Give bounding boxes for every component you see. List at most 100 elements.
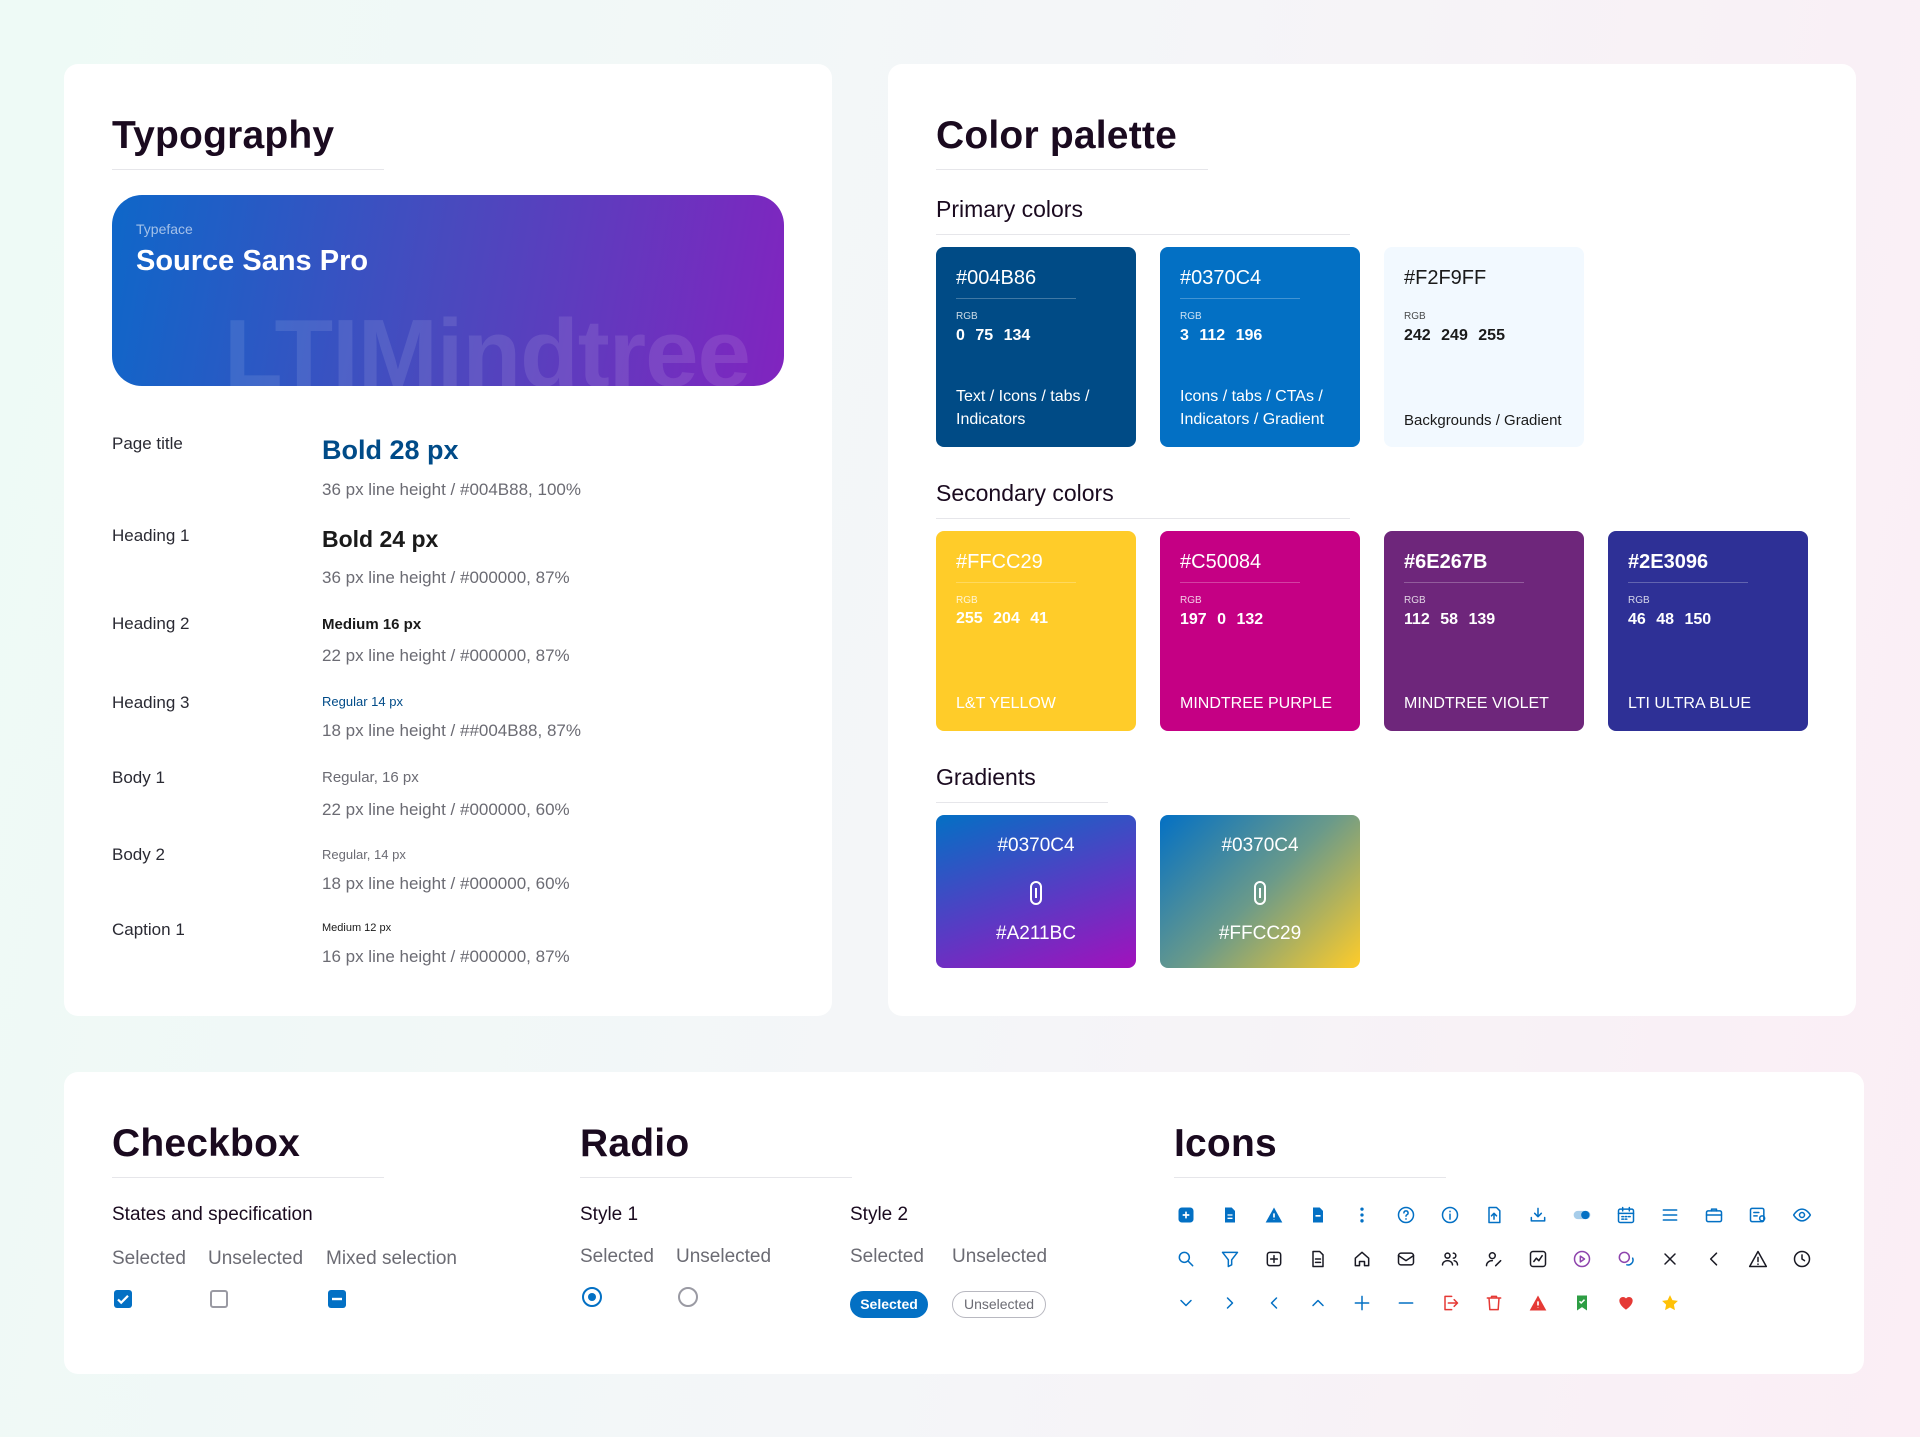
swatch-divider <box>1180 582 1300 583</box>
rgb-values: 242 249 255 <box>1404 327 1505 344</box>
help-circle-icon[interactable] <box>1394 1203 1418 1227</box>
chat-icon[interactable] <box>1614 1247 1638 1271</box>
plus-icon[interactable] <box>1350 1291 1374 1315</box>
home-icon[interactable] <box>1350 1247 1374 1271</box>
user-card-icon[interactable] <box>1746 1203 1770 1227</box>
chevron-left-small-icon[interactable] <box>1262 1291 1286 1315</box>
minus-icon[interactable] <box>1394 1291 1418 1315</box>
controls-card: Checkbox States and specification Select… <box>64 1072 1864 1374</box>
radio-selected[interactable] <box>582 1287 602 1307</box>
chip-unselected[interactable]: Unselected <box>952 1291 1046 1318</box>
gradient-swatch-2: #0370C4 #FFCC29 <box>1160 815 1360 968</box>
chevron-down-icon[interactable] <box>1174 1291 1198 1315</box>
chevron-right-icon[interactable] <box>1218 1291 1242 1315</box>
rgb-label: RGB <box>1180 595 1202 606</box>
swatch-secondary-3: #6E267B RGB 112 58 139 MINDTREE VIOLET <box>1384 531 1584 731</box>
hex-code: #004B86 <box>956 267 1037 289</box>
chevron-up-icon[interactable] <box>1306 1291 1330 1315</box>
subtitle-divider <box>936 802 1108 803</box>
radio-unselected[interactable] <box>678 1287 698 1307</box>
swatch-secondary-1: #FFCC29 RGB 255 204 41 L&T YELLOW <box>936 531 1136 731</box>
link-icon <box>1160 881 1360 911</box>
chevron-left-icon[interactable] <box>1702 1247 1726 1271</box>
checkbox-subtitle: States and specification <box>112 1204 313 1225</box>
more-vertical-icon[interactable] <box>1350 1203 1374 1227</box>
gradient-to: #A211BC <box>996 923 1076 944</box>
typeface-banner: Typeface Source Sans Pro LTIMindtree <box>112 195 784 386</box>
warning-filled-icon[interactable] <box>1262 1203 1286 1227</box>
swatch-primary-2: #0370C4 RGB 3 112 196 Icons / tabs / CTA… <box>1160 247 1360 447</box>
secondary-colors-title: Secondary colors <box>936 480 1114 506</box>
checkbox-mixed[interactable] <box>328 1290 346 1308</box>
document-icon[interactable] <box>1218 1203 1242 1227</box>
star-icon[interactable] <box>1658 1291 1682 1315</box>
toggle-icon[interactable] <box>1570 1203 1594 1227</box>
title-divider <box>112 1177 384 1178</box>
hex-code: #C50084 <box>1180 551 1262 573</box>
warning-icon[interactable] <box>1746 1247 1770 1271</box>
spec-sample: Bold 24 px <box>322 526 439 552</box>
bookmark-icon[interactable] <box>1570 1291 1594 1315</box>
user-edit-icon[interactable] <box>1482 1247 1506 1271</box>
download-icon[interactable] <box>1526 1203 1550 1227</box>
play-circle-icon[interactable] <box>1570 1247 1594 1271</box>
swatch-name: MINDTREE VIOLET <box>1404 695 1549 712</box>
state-label: Unselected <box>208 1248 304 1269</box>
close-icon[interactable] <box>1658 1247 1682 1271</box>
info-circle-icon[interactable] <box>1438 1203 1462 1227</box>
title-divider <box>936 169 1208 170</box>
briefcase-icon[interactable] <box>1702 1203 1726 1227</box>
gradients-title: Gradients <box>936 764 1036 790</box>
menu-icon[interactable] <box>1658 1203 1682 1227</box>
document-minus-icon[interactable] <box>1306 1203 1330 1227</box>
spec-detail: 18 px line height / #000000, 60% <box>322 874 570 893</box>
typeface-label: Typeface <box>136 221 193 237</box>
color-palette-card: Color palette Primary colors #004B86 RGB… <box>888 64 1856 1016</box>
swatch-primary-3: #F2F9FF RGB 242 249 255 Backgrounds / Gr… <box>1384 247 1584 447</box>
file-icon[interactable] <box>1306 1247 1330 1271</box>
chart-icon[interactable] <box>1526 1247 1550 1271</box>
hex-code: #2E3096 <box>1628 551 1709 573</box>
alert-icon[interactable] <box>1526 1291 1550 1315</box>
chip-selected[interactable]: Selected <box>850 1291 928 1318</box>
swatch-secondary-2: #C50084 RGB 197 0 132 MINDTREE PURPLE <box>1160 531 1360 731</box>
rgb-values: 112 58 139 <box>1404 611 1496 628</box>
add-box-icon[interactable] <box>1262 1247 1286 1271</box>
checkbox-title: Checkbox <box>112 1122 300 1165</box>
link-icon <box>936 881 1136 911</box>
logout-icon[interactable] <box>1438 1291 1462 1315</box>
swatch-divider <box>956 298 1076 299</box>
heart-icon[interactable] <box>1614 1291 1638 1315</box>
swatch-primary-1: #004B86 RGB 0 75 134 Text / Icons / tabs… <box>936 247 1136 447</box>
clock-icon[interactable] <box>1790 1247 1814 1271</box>
add-square-icon[interactable] <box>1174 1203 1198 1227</box>
spec-detail: 22 px line height / #000000, 87% <box>322 646 570 665</box>
state-label: Mixed selection <box>326 1248 457 1269</box>
spec-label: Page title <box>112 434 183 453</box>
search-icon[interactable] <box>1174 1247 1198 1271</box>
spec-label: Heading 2 <box>112 614 190 633</box>
upload-icon[interactable] <box>1482 1203 1506 1227</box>
state-label: Unselected <box>952 1246 1048 1267</box>
rgb-label: RGB <box>1404 595 1426 606</box>
eye-icon[interactable] <box>1790 1203 1814 1227</box>
filter-icon[interactable] <box>1218 1247 1242 1271</box>
hex-code: #F2F9FF <box>1404 267 1487 289</box>
spec-label: Heading 3 <box>112 693 190 712</box>
checkbox-selected[interactable] <box>114 1290 132 1308</box>
rgb-label: RGB <box>1180 311 1202 322</box>
mail-icon[interactable] <box>1394 1247 1418 1271</box>
calendar-icon[interactable] <box>1614 1203 1638 1227</box>
swatch-divider <box>956 582 1076 583</box>
users-icon[interactable] <box>1438 1247 1462 1271</box>
spec-label: Body 1 <box>112 768 165 787</box>
rgb-label: RGB <box>1628 595 1650 606</box>
trash-icon[interactable] <box>1482 1291 1506 1315</box>
rgb-values: 255 204 41 <box>956 610 1049 627</box>
checkbox-unselected[interactable] <box>210 1290 228 1308</box>
rgb-label: RGB <box>956 311 978 322</box>
state-label: Selected <box>850 1246 924 1267</box>
check-icon <box>117 1295 129 1305</box>
palette-title: Color palette <box>936 114 1177 157</box>
title-divider <box>580 1177 852 1178</box>
